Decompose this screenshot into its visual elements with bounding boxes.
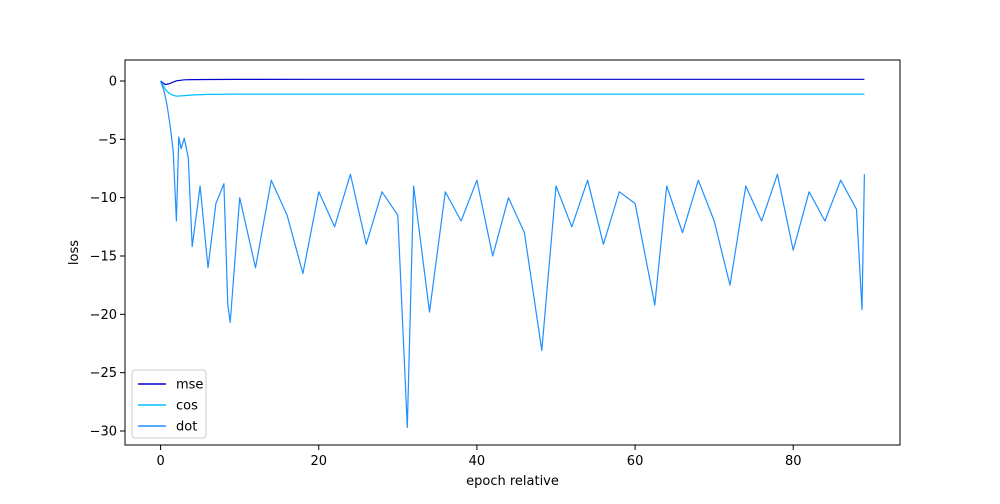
y-tick-label: −10 xyxy=(90,191,117,206)
series-line-dot xyxy=(160,80,865,429)
x-tick-label: 80 xyxy=(785,454,802,469)
series-lines xyxy=(160,78,865,429)
legend-label-cos: cos xyxy=(176,399,198,414)
legend-label-mse: mse xyxy=(176,378,203,393)
legend: mse cos dot xyxy=(131,369,207,439)
x-tick-label: 0 xyxy=(156,454,164,469)
x-tick-label: 20 xyxy=(310,454,327,469)
y-tick-label: −20 xyxy=(90,308,117,323)
plot-frame xyxy=(124,59,901,446)
y-tick-label: −30 xyxy=(90,425,117,440)
x-tick-label: 40 xyxy=(469,454,486,469)
x-axis-ticks: 0 20 40 60 80 xyxy=(156,445,802,469)
y-tick-label: −25 xyxy=(90,366,117,381)
x-tick-label: 60 xyxy=(627,454,644,469)
y-axis-ticks: 0 −5 −10 −15 −20 −25 −30 xyxy=(90,75,125,440)
y-tick-label: 0 xyxy=(109,75,117,90)
y-tick-label: −15 xyxy=(90,250,117,265)
y-tick-label: −5 xyxy=(98,133,117,148)
legend-box xyxy=(131,369,207,439)
x-axis-label: epoch relative xyxy=(466,474,559,489)
y-axis-label: loss xyxy=(67,240,82,265)
plot-background xyxy=(125,60,900,445)
series-line-mse xyxy=(160,78,865,86)
series-line-cos xyxy=(160,80,865,97)
legend-label-dot: dot xyxy=(176,420,197,435)
